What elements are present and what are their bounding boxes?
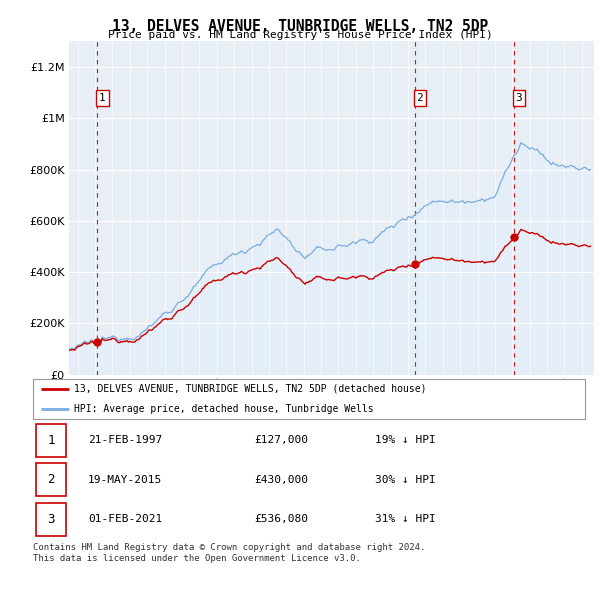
Text: 1: 1: [99, 93, 106, 103]
Text: 21-FEB-1997: 21-FEB-1997: [88, 435, 163, 445]
Text: 30% ↓ HPI: 30% ↓ HPI: [375, 475, 436, 484]
Text: 01-FEB-2021: 01-FEB-2021: [88, 514, 163, 524]
FancyBboxPatch shape: [33, 379, 585, 419]
Text: 19% ↓ HPI: 19% ↓ HPI: [375, 435, 436, 445]
Text: 1: 1: [47, 434, 55, 447]
Text: Price paid vs. HM Land Registry's House Price Index (HPI): Price paid vs. HM Land Registry's House …: [107, 30, 493, 40]
Text: 3: 3: [47, 513, 55, 526]
Text: Contains HM Land Registry data © Crown copyright and database right 2024.
This d: Contains HM Land Registry data © Crown c…: [33, 543, 425, 563]
Text: 19-MAY-2015: 19-MAY-2015: [88, 475, 163, 484]
Text: HPI: Average price, detached house, Tunbridge Wells: HPI: Average price, detached house, Tunb…: [74, 404, 374, 414]
Text: £536,080: £536,080: [254, 514, 308, 524]
Text: 31% ↓ HPI: 31% ↓ HPI: [375, 514, 436, 524]
Text: 13, DELVES AVENUE, TUNBRIDGE WELLS, TN2 5DP: 13, DELVES AVENUE, TUNBRIDGE WELLS, TN2 …: [112, 19, 488, 34]
Text: 2: 2: [47, 473, 55, 486]
FancyBboxPatch shape: [36, 503, 66, 536]
Text: 13, DELVES AVENUE, TUNBRIDGE WELLS, TN2 5DP (detached house): 13, DELVES AVENUE, TUNBRIDGE WELLS, TN2 …: [74, 384, 427, 394]
Text: 2: 2: [416, 93, 423, 103]
FancyBboxPatch shape: [36, 424, 66, 457]
FancyBboxPatch shape: [36, 463, 66, 496]
Text: £127,000: £127,000: [254, 435, 308, 445]
Text: £430,000: £430,000: [254, 475, 308, 484]
Text: 3: 3: [515, 93, 522, 103]
